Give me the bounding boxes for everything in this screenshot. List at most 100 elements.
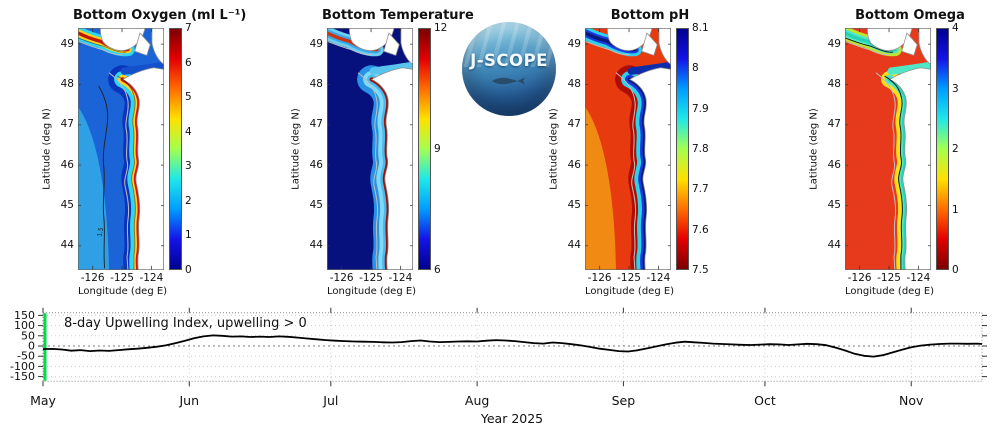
lat-tick-label: 44 bbox=[60, 239, 74, 252]
islands-patch bbox=[134, 32, 151, 56]
island-contour-line bbox=[845, 37, 894, 53]
latitude-tick-labels: 49 48 47 46 45 44 bbox=[302, 28, 327, 270]
map-panel-bottom-ph: Bottom pH Latitude (deg N) 49 48 47 46 45 44 bbox=[547, 6, 719, 297]
colorbar-tick-label: 12 bbox=[434, 22, 448, 34]
island-contour-line bbox=[78, 37, 127, 53]
panel-title: Bottom Omega bbox=[855, 8, 965, 23]
upwelling-index-line bbox=[42, 334, 983, 358]
offshore-water-secondary bbox=[78, 106, 109, 270]
map-panel-bottom-temperature: Bottom Temperature Latitude (deg N) 49 48… bbox=[289, 6, 474, 297]
plot-border bbox=[42, 312, 983, 382]
islands-patch bbox=[641, 32, 658, 56]
month-label: Aug bbox=[465, 393, 489, 408]
y-tick-label: 0 bbox=[28, 340, 35, 353]
latitude-tick-labels: 49 48 47 46 45 44 bbox=[560, 28, 585, 270]
lat-tick-label: 47 bbox=[60, 118, 74, 131]
panel-body: Latitude (deg N) 49 48 47 46 45 44 bbox=[40, 22, 212, 276]
map-area bbox=[327, 28, 413, 270]
colorbar bbox=[936, 28, 949, 270]
month-label: May bbox=[30, 393, 56, 408]
map-panel: Bottom pH Latitude (deg N) 49 48 47 46 45 44 bbox=[547, 6, 719, 297]
colorbar-tick-label: 9 bbox=[434, 143, 441, 155]
colorbar-tick-label: 6 bbox=[185, 56, 192, 69]
strait-water bbox=[887, 61, 931, 75]
colorbar bbox=[169, 28, 182, 270]
upwelling-index-section: 150 100 50 0 -50 -100 -150 May Jun Jul Aug Sep Oct No… bbox=[0, 306, 1000, 434]
colorbar-tick-label: 0 bbox=[185, 264, 192, 276]
panel-title: Bottom pH bbox=[610, 8, 690, 23]
colorbar-tick-label: 4 bbox=[952, 22, 959, 34]
coastal-map bbox=[845, 28, 931, 270]
panel-body: Latitude (deg N) 49 48 47 46 45 44 bbox=[807, 22, 979, 276]
timeseries-x-axis-label: Year 2025 bbox=[480, 411, 544, 426]
colorbar-tick-label: 2 bbox=[952, 143, 959, 155]
panel-body: Latitude (deg N) 49 48 47 46 45 44 bbox=[547, 22, 719, 276]
logo-text: J-SCOPE bbox=[470, 51, 548, 70]
colorbar-tick-label: 7.9 bbox=[692, 102, 709, 115]
lon-tick-label: -125 bbox=[359, 272, 383, 284]
offshore-water-secondary bbox=[845, 106, 876, 270]
lon-tick-label: -125 bbox=[617, 272, 641, 284]
lat-tick-label: 49 bbox=[60, 37, 74, 50]
lon-tick-label: -125 bbox=[877, 272, 901, 284]
longitude-tick-labels: -126 -125 -124 bbox=[585, 270, 671, 284]
longitude-tick-labels: -126 -125 -124 bbox=[78, 270, 164, 284]
lat-tick-label: 44 bbox=[827, 239, 841, 252]
colorbar-tick-label: 1 bbox=[185, 229, 192, 242]
x-axis-label: Longitude (deg E) bbox=[585, 286, 675, 297]
lat-tick-label: 44 bbox=[309, 239, 323, 252]
islands-patch bbox=[901, 32, 918, 56]
lat-tick-label: 47 bbox=[567, 118, 581, 131]
x-axis-label: Longitude (deg E) bbox=[845, 286, 935, 297]
lat-tick-label: 48 bbox=[827, 77, 841, 90]
map-frame bbox=[327, 28, 413, 270]
offshore-water-secondary bbox=[585, 106, 616, 270]
coastal-map: 1.5 bbox=[78, 28, 164, 270]
x-axis-label: Longitude (deg E) bbox=[327, 286, 417, 297]
month-label: Nov bbox=[899, 393, 924, 408]
longitude-tick-labels: -126 -125 -124 bbox=[845, 270, 931, 284]
lon-tick-label: -124 bbox=[646, 272, 671, 284]
map-area: 1.5 bbox=[78, 28, 164, 270]
colorbar-tick-label: 4 bbox=[185, 125, 192, 138]
shelf-break-contour bbox=[615, 72, 637, 270]
fish-icon bbox=[491, 77, 526, 85]
colorbar-tick-label: 5 bbox=[185, 91, 192, 104]
colorbar bbox=[418, 28, 431, 270]
lat-tick-label: 48 bbox=[567, 77, 581, 90]
colorbar-tick-label: 0 bbox=[952, 264, 959, 276]
colorbar-tick-label: 3 bbox=[952, 82, 959, 95]
y-tick-label: 100 bbox=[14, 319, 35, 332]
lat-tick-label: 47 bbox=[309, 118, 323, 131]
offshore-contour-line bbox=[98, 85, 109, 269]
lon-tick-label: -126 bbox=[847, 272, 872, 284]
y-axis-label: Latitude (deg N) bbox=[41, 108, 52, 190]
map-panel: Bottom Oxygen (ml L⁻¹) Latitude (deg N) … bbox=[40, 6, 247, 297]
lat-tick-label: 49 bbox=[827, 37, 841, 50]
colorbar-tick-labels: 7 6 5 4 3 2 1 0 bbox=[185, 22, 211, 276]
lat-tick-label: 48 bbox=[309, 77, 323, 90]
lon-tick-label: -126 bbox=[587, 272, 612, 284]
strait-water bbox=[627, 61, 671, 75]
y-tick-label: -100 bbox=[10, 360, 35, 373]
latitude-tick-labels: 49 48 47 46 45 44 bbox=[53, 28, 78, 270]
map-frame bbox=[845, 28, 931, 270]
lat-tick-label: 46 bbox=[309, 158, 323, 171]
colorbar-tick-labels: 12 9 6 bbox=[434, 22, 460, 276]
colorbar-tick-label: 8 bbox=[692, 62, 699, 75]
month-label: Jul bbox=[322, 393, 338, 408]
lon-tick-label: -124 bbox=[139, 272, 164, 284]
map-panel: Bottom Omega Latitude (deg N) 49 48 47 46 45… bbox=[807, 6, 979, 297]
island-shelf-contour bbox=[327, 40, 372, 56]
islands-patch bbox=[383, 32, 400, 56]
panel-body: Latitude (deg N) 49 48 47 46 45 44 bbox=[289, 22, 461, 276]
colorbar-tick-label: 2 bbox=[185, 194, 192, 207]
colorbar-tick-label: 3 bbox=[185, 160, 192, 173]
colorbar-tick-label: 7.6 bbox=[692, 223, 709, 236]
panel-title: Bottom Oxygen (ml L⁻¹) bbox=[73, 8, 247, 23]
island-shelf-contour bbox=[585, 40, 630, 56]
lat-tick-label: 47 bbox=[827, 118, 841, 131]
lat-tick-label: 46 bbox=[60, 158, 74, 171]
